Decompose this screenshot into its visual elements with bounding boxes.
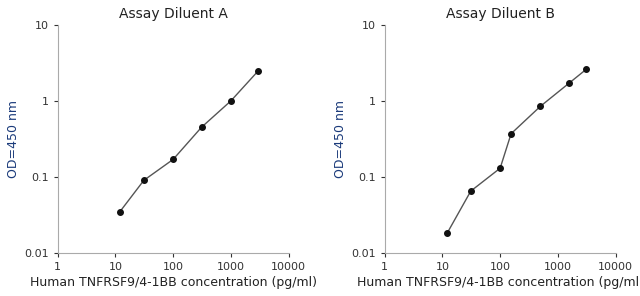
Title: Assay Diluent B: Assay Diluent B [445, 7, 555, 21]
Y-axis label: OD=450 nm: OD=450 nm [334, 100, 347, 178]
X-axis label: Human TNFRSF9/4-1BB concentration (pg/ml): Human TNFRSF9/4-1BB concentration (pg/ml… [356, 276, 640, 289]
Title: Assay Diluent A: Assay Diluent A [119, 7, 228, 21]
Y-axis label: OD=450 nm: OD=450 nm [7, 100, 20, 178]
X-axis label: Human TNFRSF9/4-1BB concentration (pg/ml): Human TNFRSF9/4-1BB concentration (pg/ml… [29, 276, 317, 289]
